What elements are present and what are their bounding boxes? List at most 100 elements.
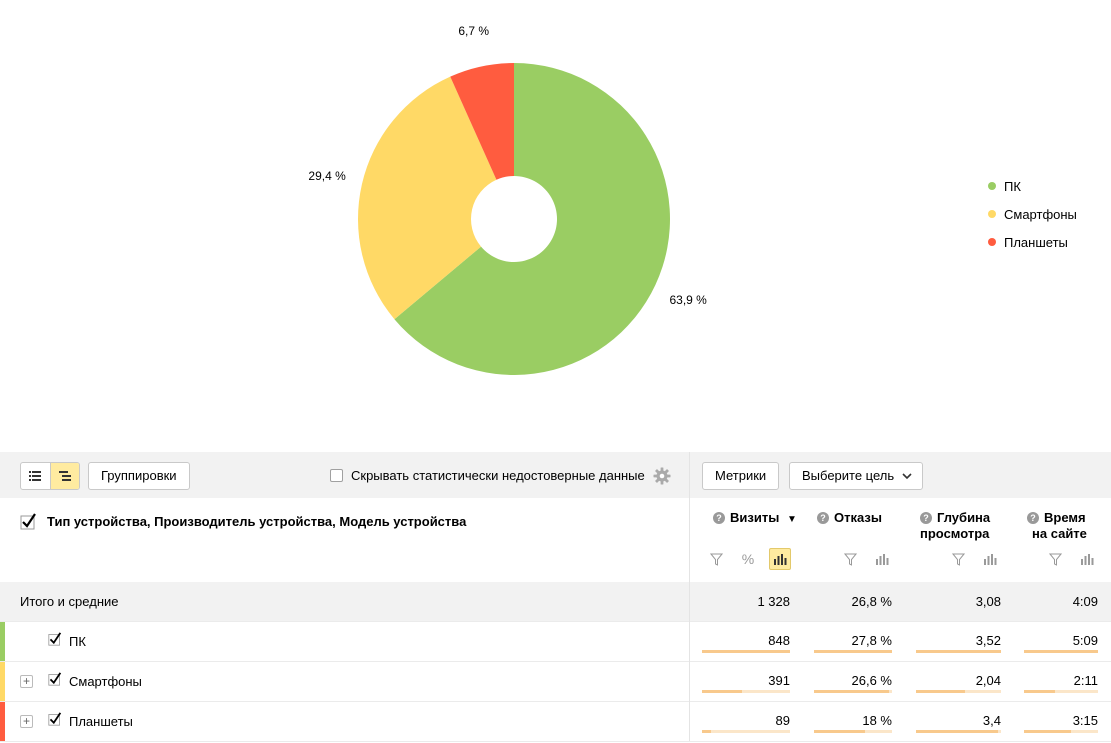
legend-label: Планшеты <box>1004 234 1068 250</box>
pie-chart-svg <box>358 63 670 375</box>
pie-slice-label: 6,7 % <box>458 24 490 39</box>
sort-desc-icon[interactable]: ▼ <box>786 514 797 525</box>
value-bar-track <box>702 730 790 733</box>
pie-slice-label: 29,4 % <box>308 168 346 183</box>
column-title: Глубина <box>937 510 991 525</box>
row-label: ПК <box>69 634 86 649</box>
bar-chart-icon[interactable] <box>769 548 791 570</box>
row-value: 89 <box>775 713 790 728</box>
value-bar-fill <box>1024 650 1098 653</box>
legend-label: ПК <box>1004 178 1021 194</box>
hide-unreliable-data-label: Скрывать статистически недостоверные дан… <box>351 468 645 483</box>
filter-icon[interactable] <box>839 548 861 570</box>
column-header-page-depth[interactable]: ? Глубина просмотра <box>920 510 990 542</box>
expand-icon[interactable]: + <box>20 675 33 688</box>
gear-icon[interactable] <box>653 467 671 485</box>
filter-icon[interactable] <box>1044 548 1066 570</box>
pie-slice-0[interactable] <box>394 63 670 375</box>
value-bar-track <box>1024 650 1098 653</box>
legend-item[interactable]: ПК <box>988 172 1077 200</box>
value-bar-fill <box>916 690 965 693</box>
legend-color-dot <box>988 210 996 218</box>
value-bar-track <box>814 650 892 653</box>
checkmark-icon[interactable] <box>48 712 62 726</box>
value-bar-track <box>1024 690 1098 693</box>
value-bar-fill <box>702 650 790 653</box>
totals-bounces: 26,8 % <box>851 594 892 609</box>
bounces-column-tools <box>839 548 893 570</box>
row-color-stripe <box>0 622 5 661</box>
hide-unreliable-data-checkbox[interactable]: Скрывать статистически недостоверные дан… <box>330 468 645 483</box>
row-value: 391 <box>768 673 790 688</box>
help-icon[interactable]: ? <box>1027 512 1039 524</box>
pie-slice-2[interactable] <box>450 63 514 180</box>
legend-color-dot <box>988 182 996 190</box>
column-header-visits[interactable]: ? Визиты ▼ <box>713 510 797 528</box>
groupings-button[interactable]: Группировки <box>88 462 190 490</box>
table-row[interactable]: + Смартфоны 391 26,6 % 2,04 2:11 <box>0 662 1111 702</box>
column-header-bounces[interactable]: ? Отказы <box>817 510 882 526</box>
metrics-button[interactable]: Метрики <box>702 462 780 490</box>
row-value: 3,52 <box>975 633 1001 648</box>
chart-legend: ПК Смартфоны Планшеты <box>988 172 1077 256</box>
pie-slice-label: 63,9 % <box>669 293 707 308</box>
visits-column-tools: % <box>705 548 791 570</box>
table-header: Тип устройства, Производитель устройства… <box>0 498 1111 582</box>
table-row[interactable]: + Планшеты 89 18 % 3,4 3:15 <box>0 702 1111 742</box>
view-mode-toggle[interactable] <box>20 462 80 490</box>
row-value: 2:11 <box>1073 673 1098 688</box>
filter-icon[interactable] <box>947 548 969 570</box>
row-value: 27,8 % <box>851 633 892 648</box>
row-value: 18 % <box>862 713 892 728</box>
checkmark-icon[interactable] <box>48 632 62 646</box>
legend-item[interactable]: Смартфоны <box>988 200 1077 228</box>
goal-select-label: Выберите цель <box>802 468 895 483</box>
value-bar-track <box>916 730 1001 733</box>
column-header-time-on-site[interactable]: ? Время на сайте <box>1027 510 1087 542</box>
checkmark-icon[interactable] <box>20 513 37 530</box>
row-value: 2,04 <box>975 673 1001 688</box>
help-icon[interactable]: ? <box>817 512 829 524</box>
value-bar-fill <box>1024 690 1055 693</box>
pie-slice-1[interactable] <box>358 76 497 320</box>
chevron-down-icon <box>902 473 912 480</box>
checkmark-icon[interactable] <box>48 672 62 686</box>
time-column-tools <box>1044 548 1098 570</box>
tree-view-icon[interactable] <box>49 463 79 489</box>
row-value: 26,6 % <box>851 673 892 688</box>
legend-item[interactable]: Планшеты <box>988 228 1077 256</box>
checkbox-box[interactable] <box>330 469 343 482</box>
value-bar-track <box>702 690 790 693</box>
column-title: Отказы <box>834 510 882 525</box>
row-label: Планшеты <box>69 714 133 729</box>
row-value: 848 <box>768 633 790 648</box>
help-icon[interactable]: ? <box>920 512 932 524</box>
row-color-stripe <box>0 662 5 701</box>
bar-chart-icon[interactable] <box>1076 548 1098 570</box>
expand-icon[interactable]: + <box>20 715 33 728</box>
legend-label: Смартфоны <box>1004 206 1077 222</box>
dimension-title[interactable]: Тип устройства, Производитель устройства… <box>20 513 466 530</box>
help-icon[interactable]: ? <box>713 512 725 524</box>
column-title-line2: просмотра <box>920 526 990 541</box>
value-bar-fill <box>702 730 711 733</box>
goal-select[interactable]: Выберите цель <box>789 462 924 490</box>
page-depth-column-tools <box>947 548 1001 570</box>
legend-color-dot <box>988 238 996 246</box>
row-color-stripe <box>0 702 5 741</box>
pie-chart: 63,9 % 29,4 % 6,7 % ПК Смартфоны Планшеты <box>308 24 1077 375</box>
percent-icon[interactable]: % <box>741 551 755 567</box>
row-value: 3,4 <box>982 713 1001 728</box>
totals-visits: 1 328 <box>757 594 790 609</box>
list-view-icon[interactable] <box>21 463 50 489</box>
value-bar-track <box>702 650 790 653</box>
value-bar-fill <box>916 730 998 733</box>
bar-chart-icon[interactable] <box>979 548 1001 570</box>
totals-row: Итого и средние 1 328 26,8 % 3,08 4:09 <box>0 582 1111 622</box>
filter-icon[interactable] <box>705 548 727 570</box>
table-row[interactable]: ПК 848 27,8 % 3,52 5:09 <box>0 622 1111 662</box>
row-label: Смартфоны <box>69 674 142 689</box>
row-value: 5:09 <box>1072 633 1098 648</box>
totals-time-on-site: 4:09 <box>1072 594 1098 609</box>
bar-chart-icon[interactable] <box>871 548 893 570</box>
